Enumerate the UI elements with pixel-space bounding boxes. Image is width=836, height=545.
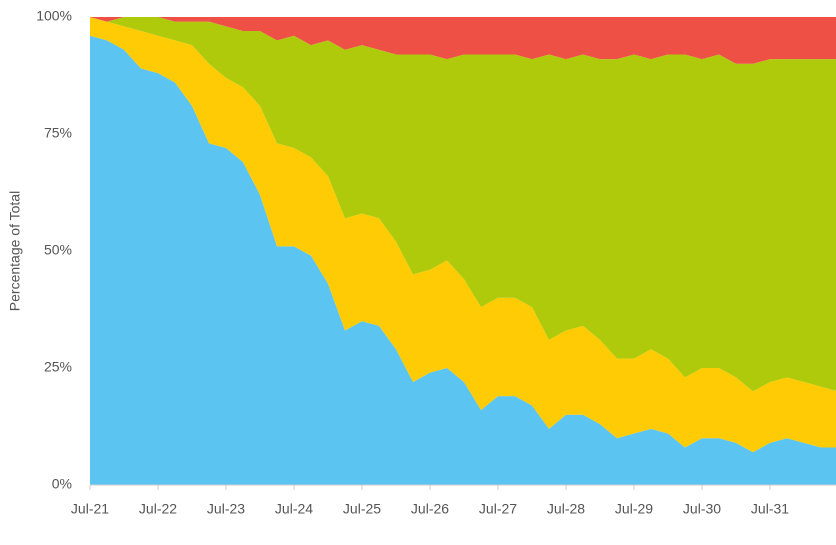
x-tick-label: Jul-23 — [207, 501, 245, 517]
x-tick-label: Jul-29 — [615, 501, 653, 517]
x-tick-label: Jul-25 — [343, 501, 381, 517]
y-tick-label: 25% — [44, 359, 72, 375]
x-tick-label: Jul-30 — [683, 501, 721, 517]
x-tick-label: Jul-28 — [547, 501, 585, 517]
y-tick-label: 0% — [52, 476, 72, 492]
x-tick-label: Jul-21 — [71, 501, 109, 517]
x-tick-label: Jul-26 — [411, 501, 449, 517]
area — [90, 17, 836, 64]
x-tick-label: Jul-31 — [751, 501, 789, 517]
y-tick-label: 50% — [44, 242, 72, 258]
area — [90, 17, 836, 392]
x-tick-label: Jul-22 — [139, 501, 177, 517]
y-tick-label: 75% — [44, 125, 72, 141]
x-tick-label: Jul-27 — [479, 501, 517, 517]
x-tick-label: Jul-24 — [275, 501, 313, 517]
y-tick-label: 100% — [36, 8, 72, 24]
y-axis-label: Percentage of Total — [7, 191, 23, 311]
area — [90, 35, 836, 485]
area — [90, 17, 836, 453]
